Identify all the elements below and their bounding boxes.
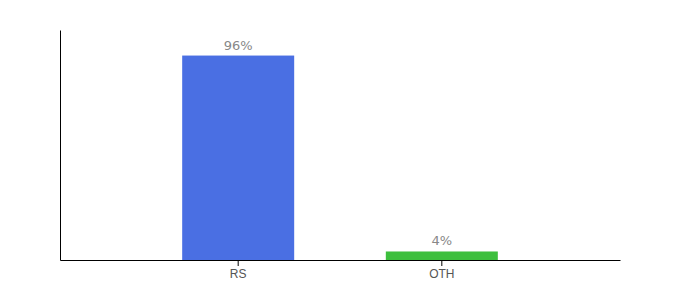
x-tick: RS: [230, 260, 247, 281]
data-labels: 96% 4%: [224, 38, 452, 249]
x-axis: RS OTH: [61, 260, 621, 281]
data-label: 96%: [224, 38, 253, 53]
x-axis-line: [61, 260, 621, 261]
x-tick-mark: [238, 260, 239, 266]
chart: RS OTH 96% 4%: [0, 0, 680, 300]
x-tick: OTH: [429, 260, 454, 281]
x-tick-label: RS: [230, 267, 247, 281]
plot-area: RS OTH 96% 4%: [61, 31, 621, 281]
y-axis: [60, 31, 61, 261]
bars: [182, 56, 498, 260]
bar: [182, 56, 294, 260]
bar: [386, 251, 498, 260]
x-tick-label: OTH: [429, 267, 454, 281]
data-label: 4%: [432, 233, 453, 248]
y-axis-line: [60, 31, 61, 261]
x-tick-mark: [441, 260, 442, 266]
